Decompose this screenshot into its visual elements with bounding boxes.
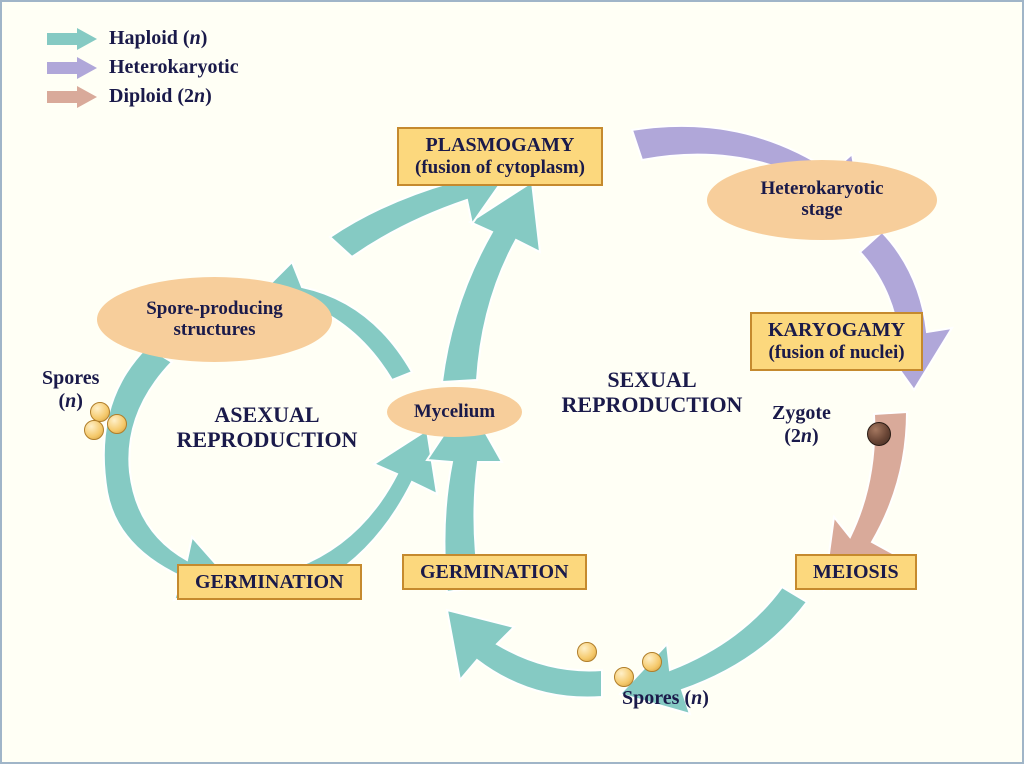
- label-spores-right: Spores (n): [622, 687, 709, 710]
- diagram-canvas: Haploid (n) Heterokaryotic Diploid (2n) …: [0, 0, 1024, 764]
- zygote-dot: [867, 422, 891, 446]
- label-sexual: SEXUAL REPRODUCTION: [542, 367, 762, 418]
- flow-arrows: [2, 2, 1024, 764]
- ellipse-heterokaryotic-stage: Heterokaryotic stage: [707, 160, 937, 240]
- spore-dot: [577, 642, 597, 662]
- spore-dot: [614, 667, 634, 687]
- spore-dot: [84, 420, 104, 440]
- box-germination-left: GERMINATION: [177, 564, 362, 600]
- box-meiosis: MEIOSIS: [795, 554, 917, 590]
- ellipse-mycelium: Mycelium: [387, 387, 522, 437]
- label-spores-left: Spores (n): [42, 367, 99, 413]
- ellipse-spore-producing: Spore-producing structures: [97, 277, 332, 362]
- box-plasmogamy: PLASMOGAMY (fusion of cytoplasm): [397, 127, 603, 186]
- box-karyogamy: KARYOGAMY (fusion of nuclei): [750, 312, 923, 371]
- spore-dot: [107, 414, 127, 434]
- spore-dot: [642, 652, 662, 672]
- label-zygote: Zygote (2n): [772, 402, 831, 448]
- box-germination-right: GERMINATION: [402, 554, 587, 590]
- label-asexual: ASEXUAL REPRODUCTION: [152, 402, 382, 453]
